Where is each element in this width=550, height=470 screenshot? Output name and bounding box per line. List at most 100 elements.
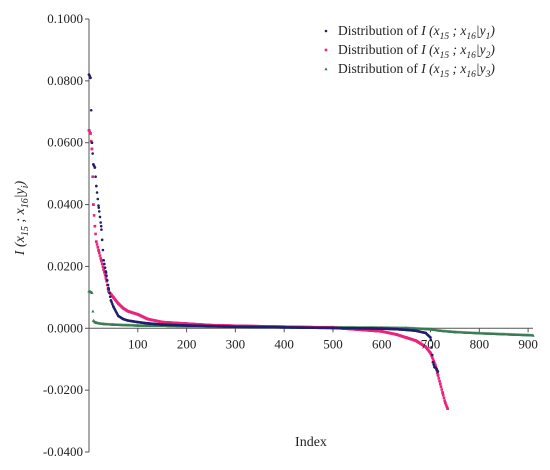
data-point [92, 163, 95, 166]
points-layer [87, 73, 535, 410]
data-point [91, 175, 94, 179]
legend-label: Distribution of I (x15 ; x16|y2) [338, 42, 495, 61]
data-point [102, 322, 106, 326]
data-point [101, 265, 105, 269]
legend-marker [324, 48, 328, 52]
legend: Distribution of I (x15 ; x16|y1)Distribu… [324, 23, 495, 80]
data-point [160, 320, 164, 324]
data-point [97, 206, 101, 209]
data-point [531, 333, 535, 337]
legend-prefix: Distribution of [338, 42, 418, 57]
data-point [431, 357, 435, 361]
data-point [442, 396, 446, 400]
data-point [136, 323, 140, 327]
data-point [209, 324, 213, 328]
data-point [477, 331, 481, 335]
x-tick-label: 900 [518, 336, 538, 351]
y-tick-label: 0.1000 [47, 11, 83, 26]
y-tick-label: -0.0200 [43, 382, 83, 397]
x-tick-label: 100 [128, 336, 148, 351]
data-point [136, 313, 140, 316]
legend-label: Distribution of I (x15 ; x16|y3) [338, 61, 495, 80]
data-point [424, 331, 427, 335]
data-point [430, 356, 434, 359]
data-point [146, 322, 149, 325]
data-point [380, 330, 384, 333]
data-point [100, 238, 104, 242]
data-point [126, 319, 130, 322]
data-point [100, 262, 104, 266]
data-point [424, 345, 427, 349]
data-point [105, 274, 108, 278]
data-point [437, 377, 441, 380]
data-point [453, 330, 457, 334]
data-point [88, 130, 92, 134]
data-point [98, 215, 102, 219]
x-tick-label: 800 [470, 336, 490, 351]
data-point [99, 258, 103, 262]
data-point [516, 333, 520, 336]
data-point [443, 399, 446, 402]
data-point [438, 329, 442, 332]
data-point [87, 73, 91, 76]
x-tick-label: 300 [226, 336, 246, 351]
data-point [429, 338, 433, 342]
x-tick-label: 200 [177, 336, 197, 351]
y-tick-label: 0.0000 [47, 320, 83, 335]
data-point [87, 129, 91, 132]
data-point [91, 309, 95, 313]
data-point [98, 254, 102, 257]
data-point [102, 258, 105, 262]
data-point [96, 245, 100, 249]
data-point [431, 361, 435, 364]
x-tick-label: 400 [274, 336, 294, 351]
y-tick-label: 0.0400 [47, 197, 83, 212]
data-point [441, 391, 445, 395]
data-point [432, 359, 436, 363]
legend-item-3: Distribution of I (x15 ; x16|y3) [324, 61, 495, 80]
data-point [96, 197, 100, 201]
y-tick-label: -0.0400 [43, 444, 83, 459]
data-point [436, 371, 439, 375]
data-point [99, 221, 103, 224]
data-point [395, 327, 398, 331]
data-point [441, 393, 445, 397]
legend-marker [324, 67, 328, 71]
data-point [185, 324, 188, 327]
data-point [103, 271, 106, 274]
data-point [446, 407, 449, 410]
x-tick-label: 500 [323, 336, 343, 351]
data-point [428, 327, 433, 331]
data-point [414, 329, 418, 333]
data-point [433, 361, 436, 365]
data-point [97, 204, 100, 207]
data-point [109, 299, 113, 302]
legend-marker [324, 29, 328, 33]
data-point [107, 286, 110, 290]
data-point [433, 365, 436, 369]
data-point [104, 277, 108, 281]
data-point [93, 166, 97, 169]
data-point [380, 327, 384, 330]
data-point [234, 325, 237, 329]
data-point [429, 351, 432, 355]
data-point [103, 266, 107, 269]
data-point [95, 243, 99, 246]
data-point [92, 214, 96, 217]
data-point [435, 367, 438, 370]
data-point [94, 321, 98, 324]
legend-label: Distribution of I (x15 ; x16|y1) [338, 23, 495, 42]
data-point [404, 328, 408, 332]
data-point [146, 317, 149, 321]
data-point [90, 291, 94, 294]
data-point [112, 296, 115, 299]
legend-item-2: Distribution of I (x15 ; x16|y2) [324, 42, 495, 61]
data-point [100, 228, 103, 231]
data-point [101, 248, 105, 252]
data-point [99, 224, 103, 228]
data-point [436, 373, 440, 376]
labels-layer: -0.0400 -0.0200 0.0000 0.0200 0.0400 0.0600 0.… [13, 11, 538, 459]
y-axis-title: I (x15 ; x16|yi) [13, 180, 31, 256]
